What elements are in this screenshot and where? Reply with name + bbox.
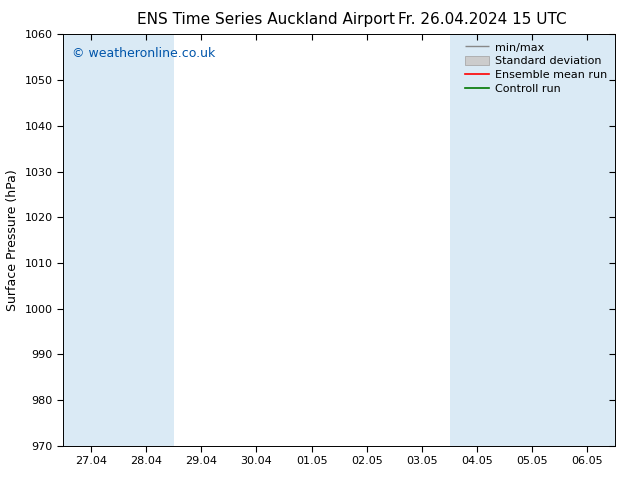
- Bar: [63, 34, 119, 446]
- Text: © weatheronline.co.uk: © weatheronline.co.uk: [72, 47, 215, 60]
- Legend: min/max, Standard deviation, Ensemble mean run, Controll run: min/max, Standard deviation, Ensemble me…: [460, 38, 612, 98]
- Text: ENS Time Series Auckland Airport: ENS Time Series Auckland Airport: [138, 12, 395, 27]
- Bar: [450, 34, 505, 446]
- Y-axis label: Surface Pressure (hPa): Surface Pressure (hPa): [6, 169, 19, 311]
- Text: Fr. 26.04.2024 15 UTC: Fr. 26.04.2024 15 UTC: [398, 12, 566, 27]
- Bar: [505, 34, 560, 446]
- Bar: [119, 34, 174, 446]
- Bar: [560, 34, 615, 446]
